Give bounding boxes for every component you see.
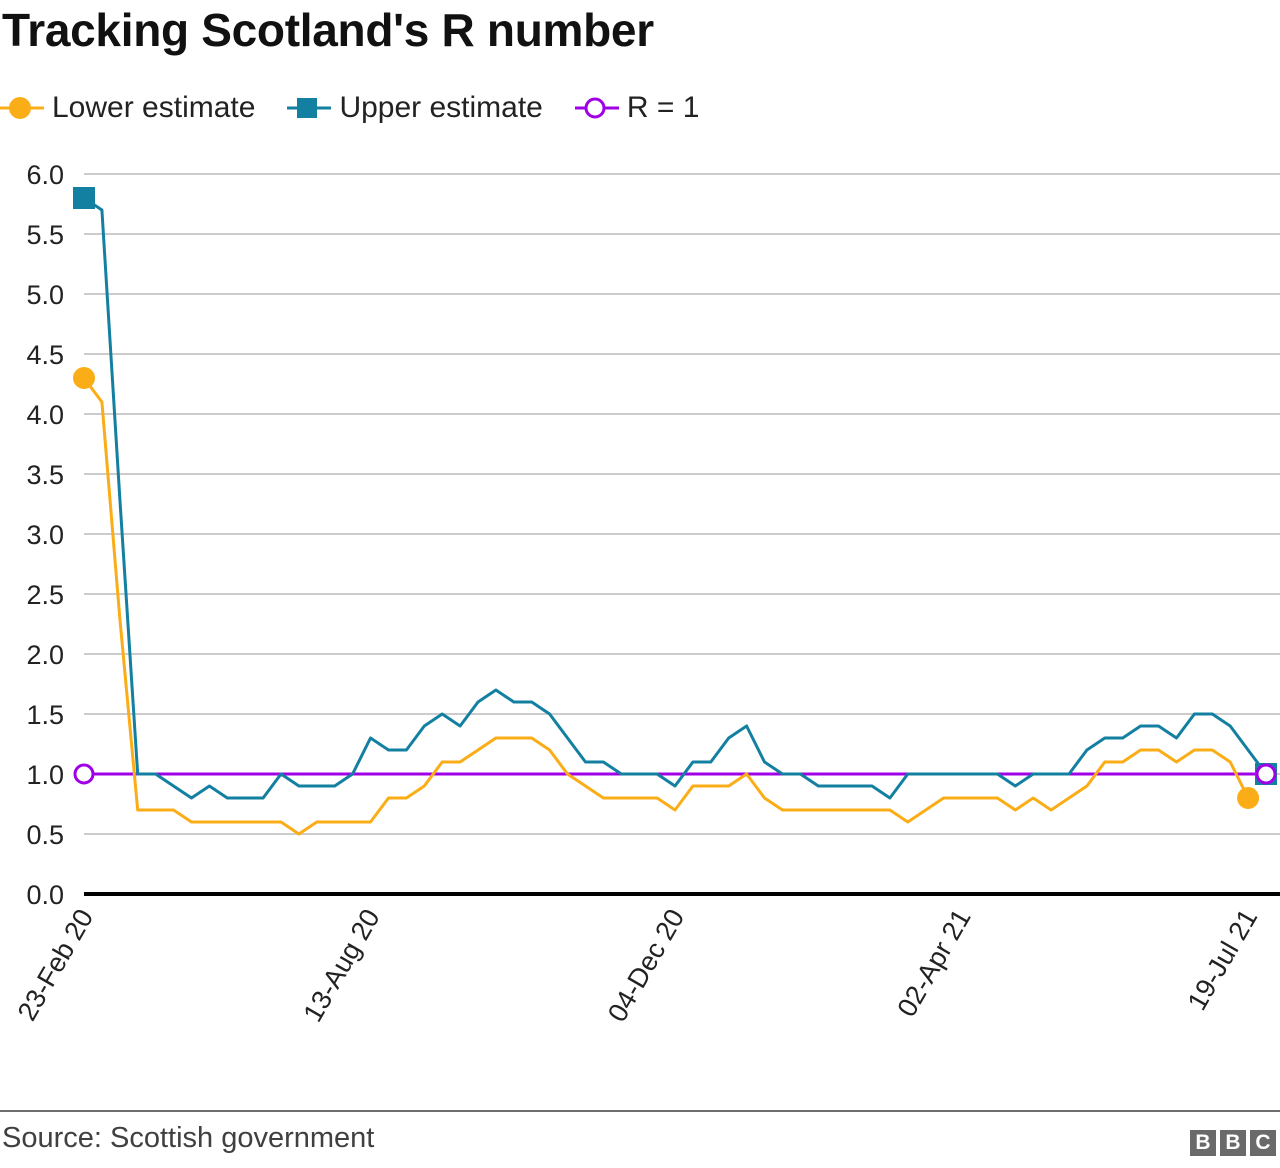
grid-lines <box>84 173 1280 835</box>
chart-legend: Lower estimate Upper estimate R = 1 <box>0 84 731 132</box>
series-markers <box>73 187 1277 809</box>
y-tick-label: 4.0 <box>26 400 64 430</box>
y-tick-label: 0.0 <box>26 880 64 910</box>
legend-label-r1: R = 1 <box>626 91 700 124</box>
y-tick-label: 3.5 <box>26 460 64 490</box>
r1-start-marker <box>73 763 95 785</box>
y-tick-label: 3.0 <box>26 520 64 550</box>
series-line-lower <box>82 377 1250 836</box>
legend-item-lower: Lower estimate <box>0 91 255 125</box>
x-tick-label: 23-Feb 20 <box>12 904 100 1026</box>
y-tick-label: 5.5 <box>26 220 64 250</box>
line-chart: 0.00.51.01.52.02.53.03.54.04.55.05.56.0 … <box>12 160 1280 1027</box>
bbc-logo-letter: C <box>1250 1130 1276 1156</box>
source-note: Source: Scottish government <box>2 1122 375 1154</box>
x-tick-label: 13-Aug 20 <box>297 904 385 1027</box>
legend-label-upper: Upper estimate <box>339 91 543 124</box>
bbc-logo: B B C <box>1190 1130 1276 1156</box>
upper-start-marker <box>73 187 95 209</box>
y-tick-label: 6.0 <box>26 160 64 190</box>
x-tick-label: 19-Jul 21 <box>1182 904 1264 1015</box>
legend-r1-open-circle-icon <box>574 97 619 119</box>
legend-upper-square-icon <box>287 98 332 118</box>
lower-end-marker <box>1237 787 1260 809</box>
legend-label-lower: Lower estimate <box>52 91 256 124</box>
legend-lower-circle-icon <box>0 97 44 119</box>
y-tick-label: 1.0 <box>26 760 64 790</box>
y-tick-label: 1.5 <box>26 700 64 730</box>
y-tick-label: 0.5 <box>26 820 64 850</box>
chart-title: Tracking Scotland's R number <box>2 4 654 56</box>
x-axis-ticks: 23-Feb 20 13-Aug 20 04-Dec 20 02-Apr 21 19-J… <box>12 904 1264 1027</box>
legend-item-upper: Upper estimate <box>287 91 543 125</box>
lower-start-marker <box>73 367 95 389</box>
bbc-logo-letter: B <box>1190 1130 1216 1156</box>
y-axis-ticks: 0.0 0.5 1.0 1.5 2.0 2.5 3.0 3.5 4.0 4.5 5.0 5.5 6.0 <box>26 160 64 910</box>
legend-item-r1: R = 1 <box>574 91 700 125</box>
y-tick-label: 4.5 <box>26 340 64 370</box>
series-lines <box>82 196 1268 836</box>
bbc-logo-letter: B <box>1220 1130 1246 1156</box>
footer-divider <box>0 1110 1280 1112</box>
y-tick-label: 2.5 <box>26 580 64 610</box>
r1-end-marker <box>1255 763 1277 785</box>
y-tick-label: 5.0 <box>26 280 64 310</box>
series-line-upper <box>83 196 1268 800</box>
y-tick-label: 2.0 <box>26 640 64 670</box>
x-tick-label: 02-Apr 21 <box>891 904 976 1022</box>
x-tick-label: 04-Dec 20 <box>602 904 690 1027</box>
